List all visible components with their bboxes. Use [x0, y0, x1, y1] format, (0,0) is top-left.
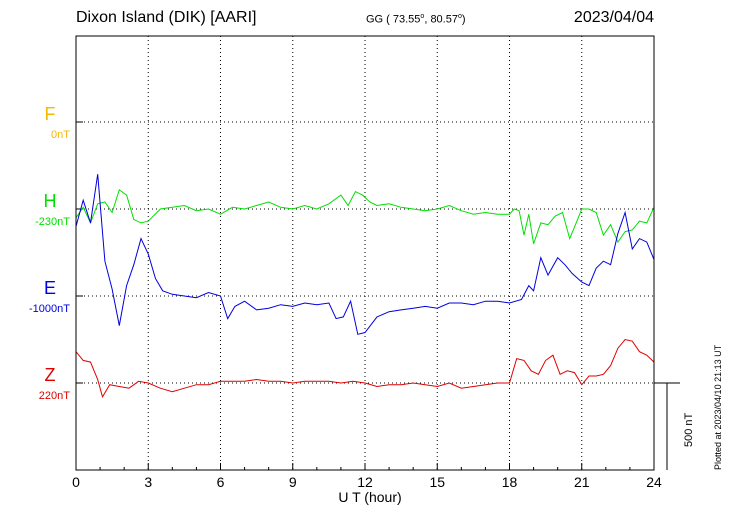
- grid-lines: [76, 36, 654, 470]
- series-traces: [75, 174, 655, 399]
- x-tick-label-3: 3: [144, 474, 152, 490]
- series-name-F: F: [45, 104, 56, 124]
- series-labels: F 0nT H -230nT E -1000nT Z 220nT: [29, 104, 70, 402]
- series-line-E: [75, 174, 655, 335]
- x-tick-label-18: 18: [502, 474, 518, 490]
- plot-date: 2023/04/04: [573, 9, 654, 26]
- series-line-Z: [75, 338, 655, 399]
- x-tick-label-15: 15: [429, 474, 445, 490]
- scale-bar: [654, 382, 680, 470]
- x-tick-label-12: 12: [357, 474, 373, 490]
- series-baseline-label-Z: 220nT: [39, 390, 70, 402]
- x-tick-label-0: 0: [72, 474, 80, 490]
- geographic-coordinates: GG ( 73.55o, 80.57o): [366, 13, 466, 26]
- x-tick-label-6: 6: [217, 474, 225, 490]
- series-name-Z: Z: [45, 365, 56, 385]
- series-line-H: [75, 189, 655, 244]
- series-baseline-label-F: 0nT: [51, 129, 70, 141]
- x-axis-label: U T (hour): [338, 489, 402, 505]
- series-name-E: E: [44, 278, 56, 298]
- x-tick-label-24: 24: [646, 474, 662, 490]
- scale-bar-label: 500 nT: [683, 412, 695, 447]
- x-tick-label-21: 21: [574, 474, 590, 490]
- series-name-H: H: [44, 191, 57, 211]
- x-tick-marks: [75, 463, 655, 470]
- station-title: Dixon Island (DIK) [AARI]: [76, 9, 257, 26]
- x-tick-label-9: 9: [289, 474, 297, 490]
- series-baseline-label-E: -1000nT: [29, 303, 70, 315]
- x-tick-labels: 0 3 6 9 12 15 18 21 24: [72, 474, 662, 490]
- plotted-timestamp: Plotted at 2023/04/10 21:13 UT: [713, 344, 723, 470]
- series-baseline-label-H: -230nT: [35, 216, 70, 228]
